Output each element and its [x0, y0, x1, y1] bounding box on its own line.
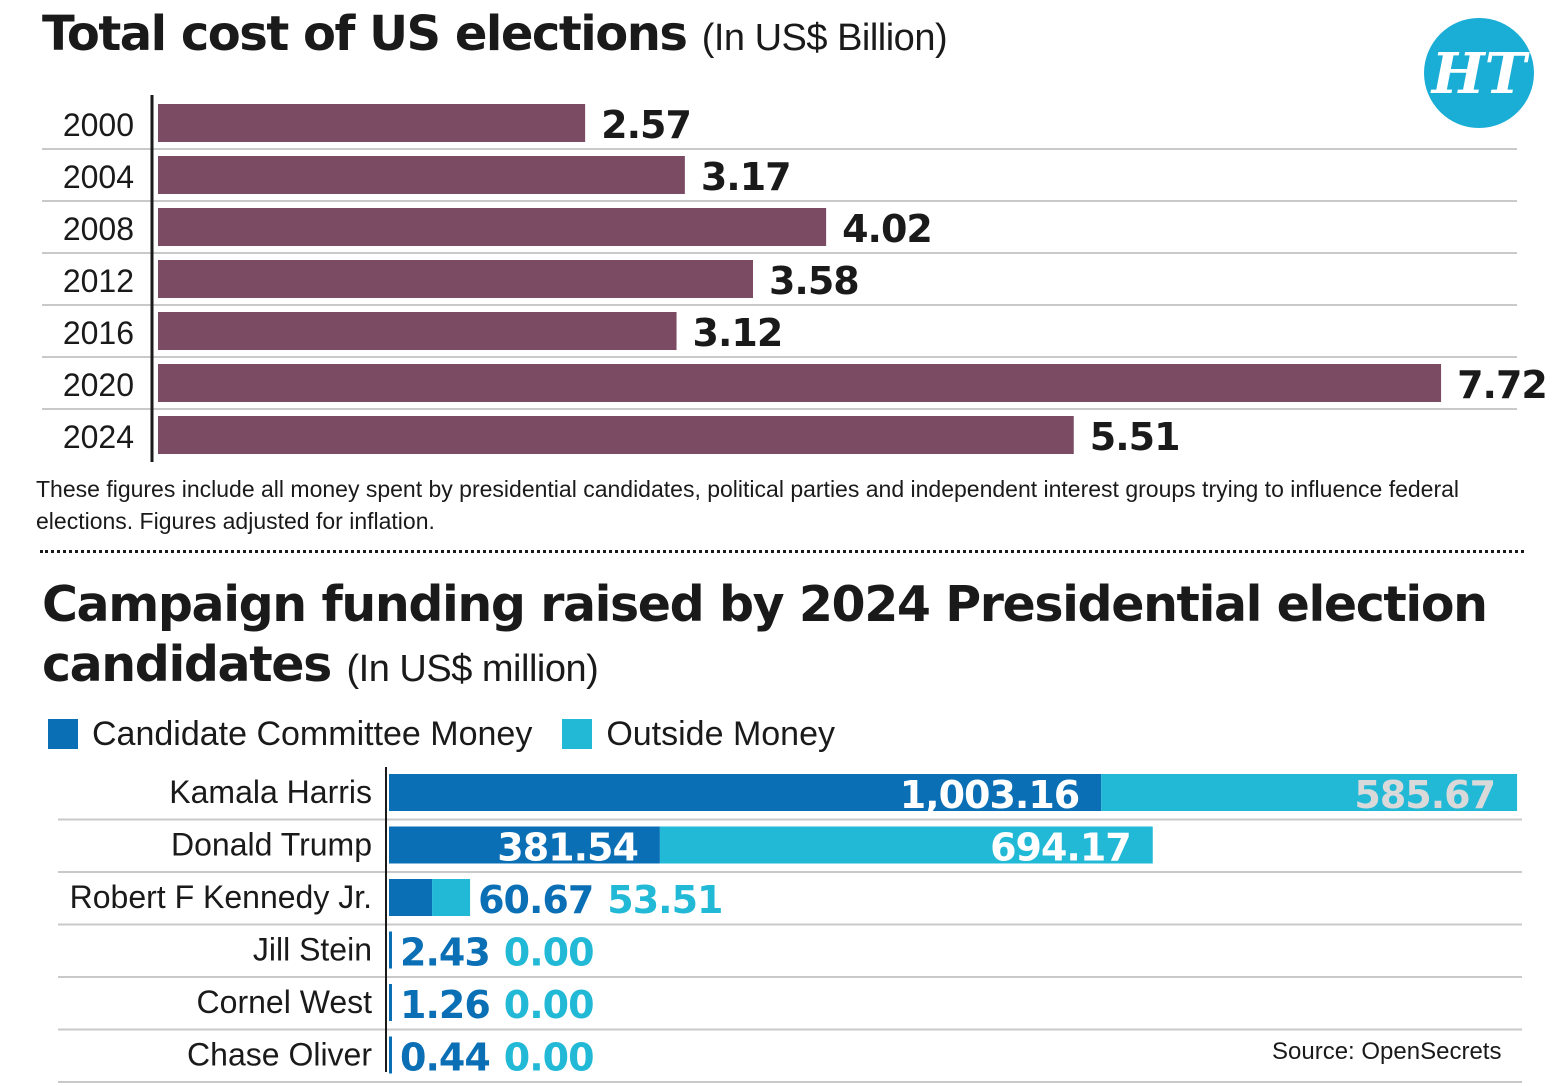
year-label: 2024 [63, 419, 134, 455]
committee-bar [389, 1036, 392, 1074]
candidate-label: Kamala Harris [169, 774, 372, 810]
ht-logo: HT [1424, 18, 1534, 128]
chart-footnote: These figures include all money spent by… [36, 476, 1460, 534]
title2-unit: (In US$ million) [346, 648, 599, 690]
cost-bar-2008 [158, 208, 827, 246]
outside-bar [432, 879, 471, 916]
legend-item-committee: Candidate Committee Money [48, 715, 532, 754]
committee-value-label: 60.67 [478, 878, 593, 922]
legend-swatch-committee [48, 719, 78, 749]
title2-text: Campaign funding raised by 2024 Presiden… [42, 576, 1488, 693]
cost-value-label: 3.58 [769, 259, 859, 303]
committee-bar [389, 879, 433, 916]
legend-swatch-outside [562, 719, 593, 749]
cost-value-label: 7.72 [1457, 363, 1547, 407]
committee-value-label: 2.43 [400, 931, 490, 975]
outside-value-label: 694.17 [990, 826, 1131, 870]
outside-value-label: 53.51 [607, 878, 722, 922]
candidate-label: Robert F Kennedy Jr. [70, 879, 372, 915]
legend-label-committee: Candidate Committee Money [92, 714, 533, 753]
cost-value-label: 4.02 [842, 207, 932, 251]
legend-item-outside: Outside Money [562, 715, 835, 754]
cost-bar-2020 [158, 364, 1442, 402]
legend: Candidate Committee Money Outside Money [48, 712, 865, 756]
logo-circle [1424, 18, 1534, 128]
cost-value-label: 5.51 [1090, 415, 1180, 459]
committee-value-label: 1,003.16 [900, 773, 1080, 817]
outside-bar [1101, 774, 1518, 811]
cost-value-label: 3.17 [701, 155, 791, 199]
committee-value-label: 0.44 [400, 1036, 490, 1080]
legend-label-outside: Outside Money [606, 714, 835, 753]
candidate-label: Jill Stein [253, 932, 372, 968]
committee-bar [389, 931, 392, 969]
cost-bar-2016 [158, 312, 677, 350]
chart-title-total-cost: Total cost of US elections (In US$ Billi… [42, 6, 948, 62]
candidate-label: Cornel West [197, 984, 373, 1020]
cost-bar-2004 [158, 156, 685, 194]
outside-value-label: 0.00 [504, 983, 594, 1027]
outside-bar [659, 826, 1153, 864]
source-credit: Source: OpenSecrets [1272, 1038, 1502, 1065]
cost-value-label: 3.12 [693, 311, 783, 355]
committee-bar [389, 826, 660, 864]
section-divider [40, 550, 1524, 553]
cost-bar-2024 [158, 416, 1074, 454]
cost-value-label: 2.57 [601, 103, 691, 147]
outside-value-label: 585.67 [1354, 773, 1495, 817]
year-label: 2008 [63, 211, 134, 247]
year-label: 2016 [63, 315, 134, 351]
outside-value-label: 0.00 [504, 1036, 594, 1080]
title-text: Total cost of US elections [42, 6, 688, 62]
title-unit: (In US$ Billion) [701, 17, 948, 59]
candidate-label: Donald Trump [171, 827, 372, 863]
committee-value-label: 1.26 [400, 983, 490, 1027]
committee-bar [389, 984, 392, 1021]
committee-bar [389, 774, 1102, 811]
logo-text: HT [1430, 41, 1531, 107]
year-label: 2020 [63, 367, 134, 403]
committee-value-label: 381.54 [497, 826, 638, 870]
outside-value-label: 0.00 [504, 931, 594, 975]
year-label: 2000 [63, 107, 134, 143]
year-label: 2012 [63, 263, 134, 299]
cost-bar-2012 [158, 260, 753, 298]
candidate-label: Chase Oliver [187, 1037, 372, 1073]
cost-bar-2000 [158, 104, 586, 142]
chart-title-campaign-funding: Campaign funding raised by 2024 Presiden… [42, 575, 1522, 699]
year-label: 2004 [63, 159, 134, 195]
